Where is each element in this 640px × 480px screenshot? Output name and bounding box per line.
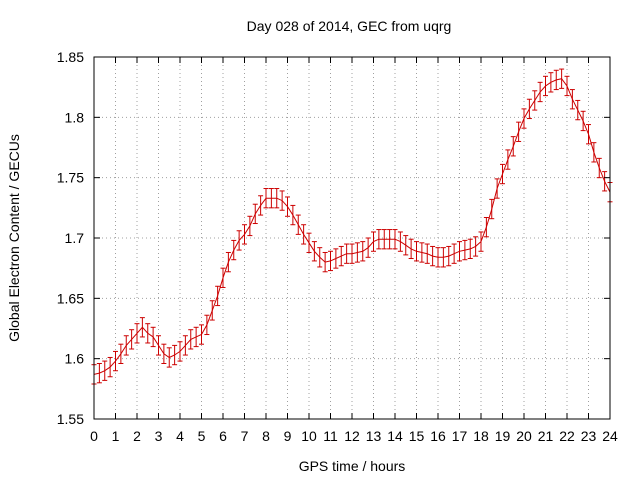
x-tick-label: 7 (241, 428, 249, 444)
x-tick-label: 24 (602, 428, 618, 444)
y-tick-label: 1.65 (57, 290, 84, 306)
axis-ticks (93, 56, 611, 420)
x-tick-label: 1 (112, 428, 120, 444)
y-tick-label: 1.55 (57, 411, 84, 427)
x-tick-label: 16 (430, 428, 446, 444)
series-line (93, 78, 611, 375)
y-tick-label: 1.8 (65, 109, 85, 125)
x-tick-label: 17 (452, 428, 468, 444)
x-tick-label: 23 (581, 428, 597, 444)
x-tick-labels: 0 1 2 3 4 5 6 7 8 9 10 11 12 13 14 15 16 17 18 19 20 21 22 23 24 (90, 428, 618, 444)
x-tick-label: 3 (155, 428, 163, 444)
y-tick-label: 1.85 (57, 49, 84, 65)
x-tick-label: 6 (219, 428, 227, 444)
gec-series (91, 68, 613, 385)
x-tick-label: 12 (344, 428, 360, 444)
x-tick-label: 8 (262, 428, 270, 444)
x-tick-label: 13 (366, 428, 382, 444)
y-tick-label: 1.75 (57, 170, 84, 186)
x-tick-label: 2 (133, 428, 141, 444)
x-tick-label: 14 (387, 428, 403, 444)
x-tick-label: 22 (559, 428, 575, 444)
grid-lines (94, 57, 610, 419)
y-tick-label: 1.7 (65, 230, 85, 246)
x-axis-title: GPS time / hours (299, 458, 406, 474)
x-tick-label: 0 (90, 428, 98, 444)
x-tick-label: 18 (473, 428, 489, 444)
x-tick-label: 10 (301, 428, 317, 444)
y-axis-title: Global Electron Content / GECUs (6, 134, 22, 342)
x-tick-label: 20 (516, 428, 532, 444)
x-tick-label: 5 (198, 428, 206, 444)
x-tick-label: 21 (538, 428, 554, 444)
x-tick-label: 9 (284, 428, 292, 444)
x-tick-label: 11 (323, 428, 338, 444)
y-tick-label: 1.6 (65, 351, 85, 367)
chart-title: Day 028 of 2014, GEC from uqrg (247, 18, 452, 34)
x-tick-label: 4 (176, 428, 184, 444)
x-tick-label: 19 (495, 428, 511, 444)
x-tick-label: 15 (409, 428, 425, 444)
y-tick-labels: 1.55 1.6 1.65 1.7 1.75 1.8 1.85 (57, 49, 84, 427)
